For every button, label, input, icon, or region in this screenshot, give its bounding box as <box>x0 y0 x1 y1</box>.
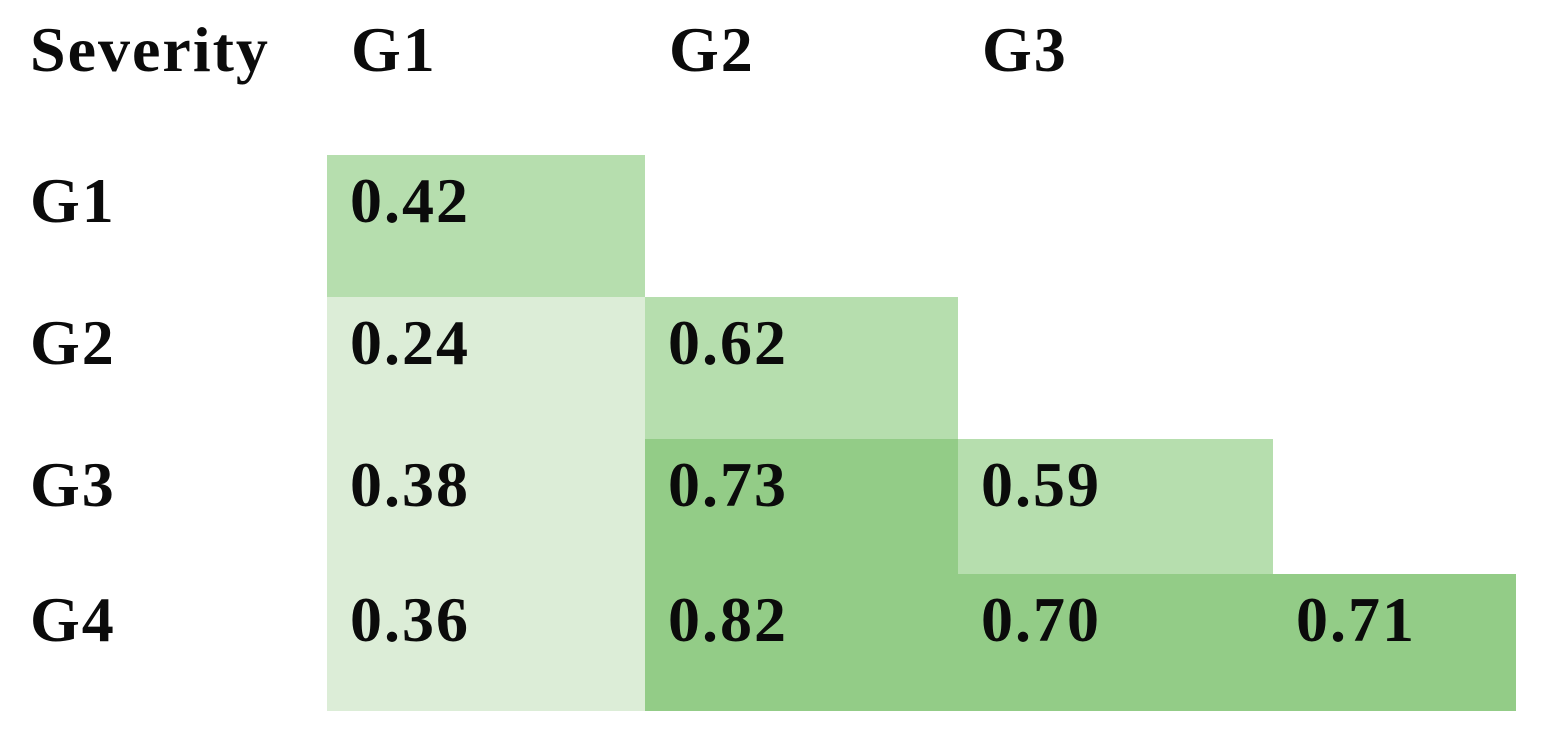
matrix-cell-g3-g1: 0.38 <box>327 439 645 574</box>
column-header-g1: G1 <box>351 14 437 85</box>
matrix-cell-g2-g1: 0.24 <box>327 297 645 439</box>
column-header-g3: G3 <box>982 14 1068 85</box>
matrix-cell-g4-g3: 0.70 <box>958 574 1273 711</box>
matrix-cell-g4-g4: 0.71 <box>1273 574 1516 711</box>
row-label-g2: G2 <box>30 307 116 378</box>
matrix-cell-g1-g1: 0.42 <box>327 155 645 297</box>
row-label-g4: G4 <box>30 584 116 655</box>
matrix-cell-g4-g2: 0.82 <box>645 574 958 711</box>
matrix-cell-g4-g1: 0.36 <box>327 574 645 711</box>
matrix-cell-g3-g3: 0.59 <box>958 439 1273 574</box>
column-header-g2: G2 <box>669 14 755 85</box>
corner-label-severity: Severity <box>30 14 270 85</box>
row-label-g1: G1 <box>30 165 116 236</box>
severity-matrix: Severity G1 G2 G3 G1 0.42 G2 0.24 0.62 G… <box>30 14 1516 711</box>
matrix-cell-g2-g2: 0.62 <box>645 297 958 439</box>
matrix-cell-g3-g2: 0.73 <box>645 439 958 574</box>
row-label-g3: G3 <box>30 449 116 520</box>
